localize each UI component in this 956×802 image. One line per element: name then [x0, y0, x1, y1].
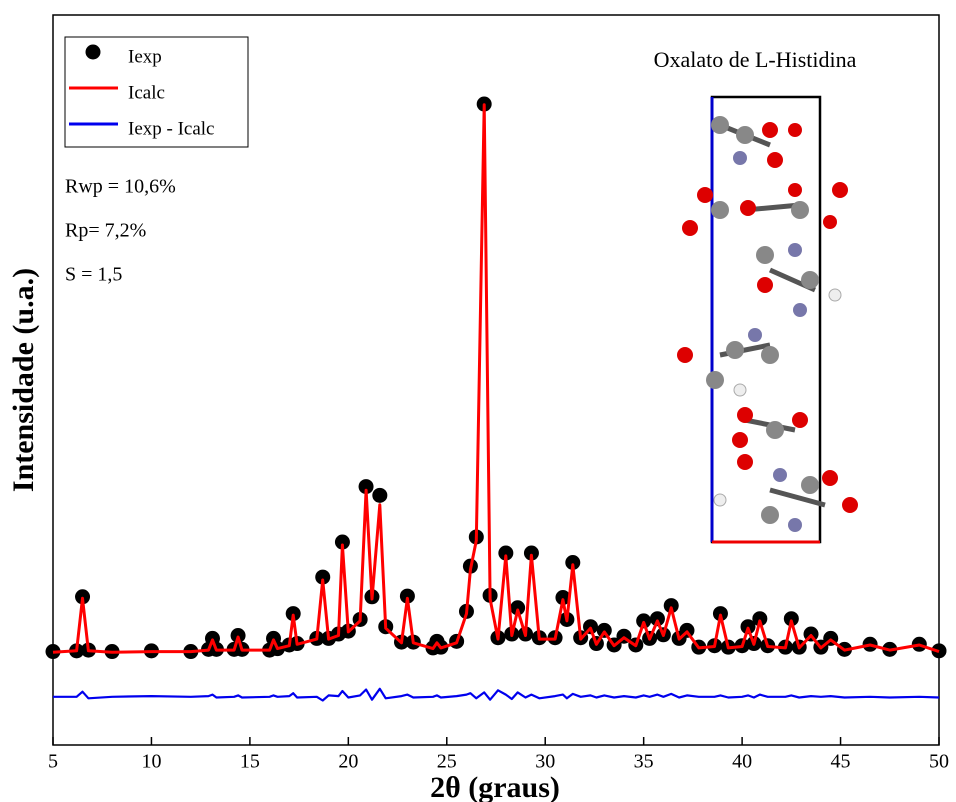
exp-point	[783, 611, 799, 627]
plot-area	[45, 96, 947, 702]
x-tick-label: 10	[141, 751, 161, 773]
cell-box	[710, 95, 822, 544]
exp-point	[315, 569, 331, 585]
x-tick-label: 35	[634, 751, 654, 773]
exp-point	[636, 613, 652, 629]
legend-marker	[85, 44, 101, 60]
exp-point	[712, 606, 728, 622]
exp-point	[399, 588, 415, 604]
x-tick-label: 15	[240, 751, 260, 773]
crystal-inset	[677, 95, 858, 544]
exp-point	[596, 622, 612, 638]
exp-point	[565, 555, 581, 570]
exp-point	[334, 534, 350, 550]
chart-title: Oxalato de L-Histidina	[654, 47, 857, 72]
x-tick-label: 40	[732, 751, 752, 773]
fit-statistic: S = 1,5	[65, 264, 122, 286]
exp-point	[230, 628, 246, 643]
exp-point	[498, 545, 514, 561]
exp-point	[358, 479, 374, 495]
bonds	[719, 122, 826, 508]
series-line	[53, 687, 940, 702]
atoms	[677, 116, 858, 532]
x-tick-label: 45	[831, 751, 851, 773]
fit-statistic: Rwp = 10,6%	[65, 176, 176, 198]
series-line	[52, 103, 940, 654]
exp-point	[510, 600, 526, 616]
exp-point	[372, 487, 388, 503]
fit-statistic: Rp= 7,2%	[65, 220, 146, 242]
x-tick-label: 20	[338, 751, 358, 773]
exp-point	[752, 611, 768, 627]
plot-frame	[52, 14, 940, 746]
x-axis-label: 2θ (graus)	[430, 771, 560, 802]
x-tick-label: 25	[437, 751, 457, 773]
y-axis-label: Intensidade (u.a.)	[7, 268, 40, 492]
legend-label: Iexp	[128, 46, 162, 67]
x-tick-label: 5	[48, 751, 58, 773]
exp-point	[663, 598, 679, 614]
x-tick-label: 30	[535, 751, 555, 773]
legend-label: Iexp - Icalc	[128, 118, 215, 139]
legend-label: Icalc	[128, 82, 165, 103]
exp-point	[555, 590, 571, 606]
x-tick-label: 50	[929, 751, 949, 773]
exp-point	[649, 611, 665, 627]
exp-point	[523, 545, 539, 561]
